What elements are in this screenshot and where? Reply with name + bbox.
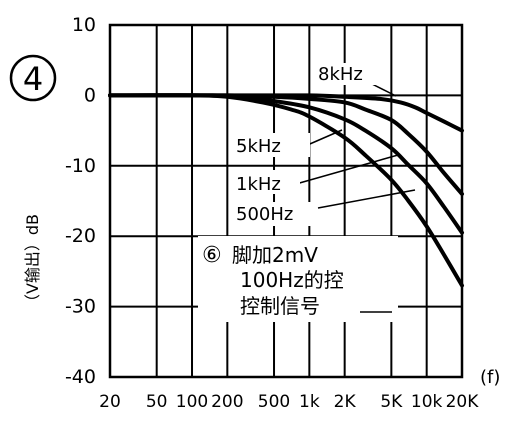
x-tick-label: 20 bbox=[99, 392, 121, 412]
figure-label: 4 bbox=[23, 60, 43, 98]
series-line-5khz bbox=[108, 93, 464, 196]
y-tick-labels: 10 0 -10 -20 -30 -40 bbox=[65, 14, 96, 388]
note-circled-number: ⑥ bbox=[202, 243, 222, 268]
x-tick-label: 2K bbox=[334, 392, 357, 412]
y-tick-label: -20 bbox=[65, 225, 96, 247]
x-tick-label: 10k bbox=[411, 392, 443, 412]
x-tick-label: 5K bbox=[380, 392, 403, 412]
figure-label-circle bbox=[9, 54, 57, 102]
series-label-8khz: 8kHz bbox=[318, 64, 363, 85]
x-tick-label: 500 bbox=[258, 392, 290, 412]
note-line-3: 控制信号 bbox=[240, 294, 320, 318]
plot-frame bbox=[108, 23, 464, 379]
x-tick-label: 100 bbox=[176, 392, 208, 412]
note-line-2: 100Hz的控 bbox=[240, 268, 344, 292]
series-label-500hz: 500Hz bbox=[236, 204, 293, 225]
leader-1k bbox=[295, 154, 399, 185]
y-tick-label: -10 bbox=[65, 155, 96, 177]
x-tick-label: 50 bbox=[146, 392, 168, 412]
note-line-1: 脚加2mV bbox=[232, 243, 318, 267]
series-label-5khz: 5kHz bbox=[236, 136, 281, 157]
label-leader-lines bbox=[295, 83, 416, 209]
leader-500 bbox=[317, 189, 416, 209]
x-tick-label: 20K bbox=[446, 392, 480, 412]
leader-8k bbox=[371, 83, 397, 97]
series-lines bbox=[108, 93, 464, 288]
y-axis-label: （V输出）dB bbox=[23, 214, 42, 310]
x-tick-labels: 20 50 100 200 500 1k 2K 5K 10k 20K bbox=[99, 392, 479, 412]
y-tick-label: -40 bbox=[65, 366, 96, 388]
series-line-8khz bbox=[108, 93, 464, 133]
y-tick-label: 0 bbox=[84, 84, 96, 106]
series-label-1khz: 1kHz bbox=[236, 174, 281, 195]
x-axis-label: (f) bbox=[480, 367, 500, 388]
series-line-500hz bbox=[108, 93, 464, 288]
y-tick-label: -30 bbox=[65, 296, 96, 318]
x-tick-label: 200 bbox=[211, 392, 243, 412]
x-tick-label: 1k bbox=[299, 392, 320, 412]
y-tick-label: 10 bbox=[72, 14, 96, 36]
